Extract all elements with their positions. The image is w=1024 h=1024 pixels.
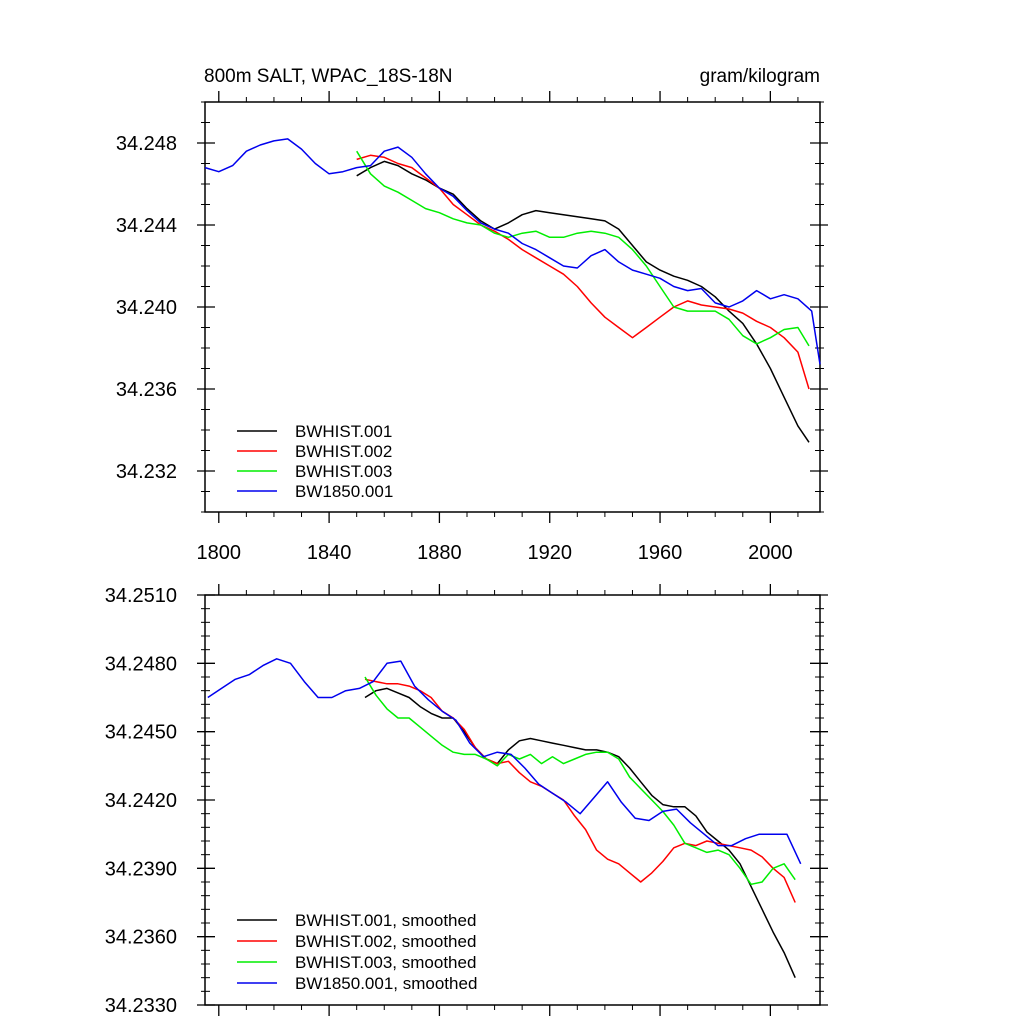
y-tick-label: 34.2450 [105,722,177,744]
x-tick-label: 2000 [748,542,793,564]
legend-label: BWHIST.003, smoothed [295,953,476,972]
bottom-panel: 34.2330 34.2360 34.2390 34.2420 34.2450 34.24… [105,584,828,1017]
series-line [356,154,810,390]
legend-label: BWHIST.003 [295,462,392,481]
units-label: gram/kilogram [700,66,820,87]
y-tick-label: 34.2480 [105,653,177,675]
y-tick-label: 34.232 [116,461,177,483]
y-tick-label: 34.2360 [105,927,177,949]
series-line [207,658,802,865]
y-tick-label: 34.2510 [105,585,177,607]
legend-label: BWHIST.001 [295,422,392,441]
legend-label: BWHIST.001, smoothed [295,911,476,930]
y-tick-label: 34.236 [116,379,177,401]
series-line [356,160,810,443]
legend-label: BWHIST.002 [295,442,392,461]
series-line [356,150,810,347]
chart-title: 800m SALT, WPAC_18S-18N [204,66,453,87]
series-line [364,676,796,886]
legend-label: BW1850.001 [295,482,393,501]
x-tick-label: 1880 [417,542,462,564]
series-line [204,138,821,365]
x-tick-label: 1840 [307,542,352,564]
series-line [364,678,796,903]
y-tick-label: 34.2330 [105,995,177,1017]
legend-label: BW1850.001, smoothed [295,974,477,993]
y-tick-label: 34.2420 [105,790,177,812]
y-tick-label: 34.240 [116,297,177,319]
y-tick-label: 34.248 [116,133,177,155]
y-tick-label: 34.2390 [105,858,177,880]
x-tick-label: 1960 [638,542,683,564]
top-panel: 1800 1840 1880 1920 1960 2000 34.232 34.236 34.2… [116,91,828,564]
legend-label: BWHIST.002, smoothed [295,932,476,951]
x-tick-label: 1800 [197,542,242,564]
x-tick-label: 1920 [527,542,572,564]
y-tick-label: 34.244 [116,215,177,237]
